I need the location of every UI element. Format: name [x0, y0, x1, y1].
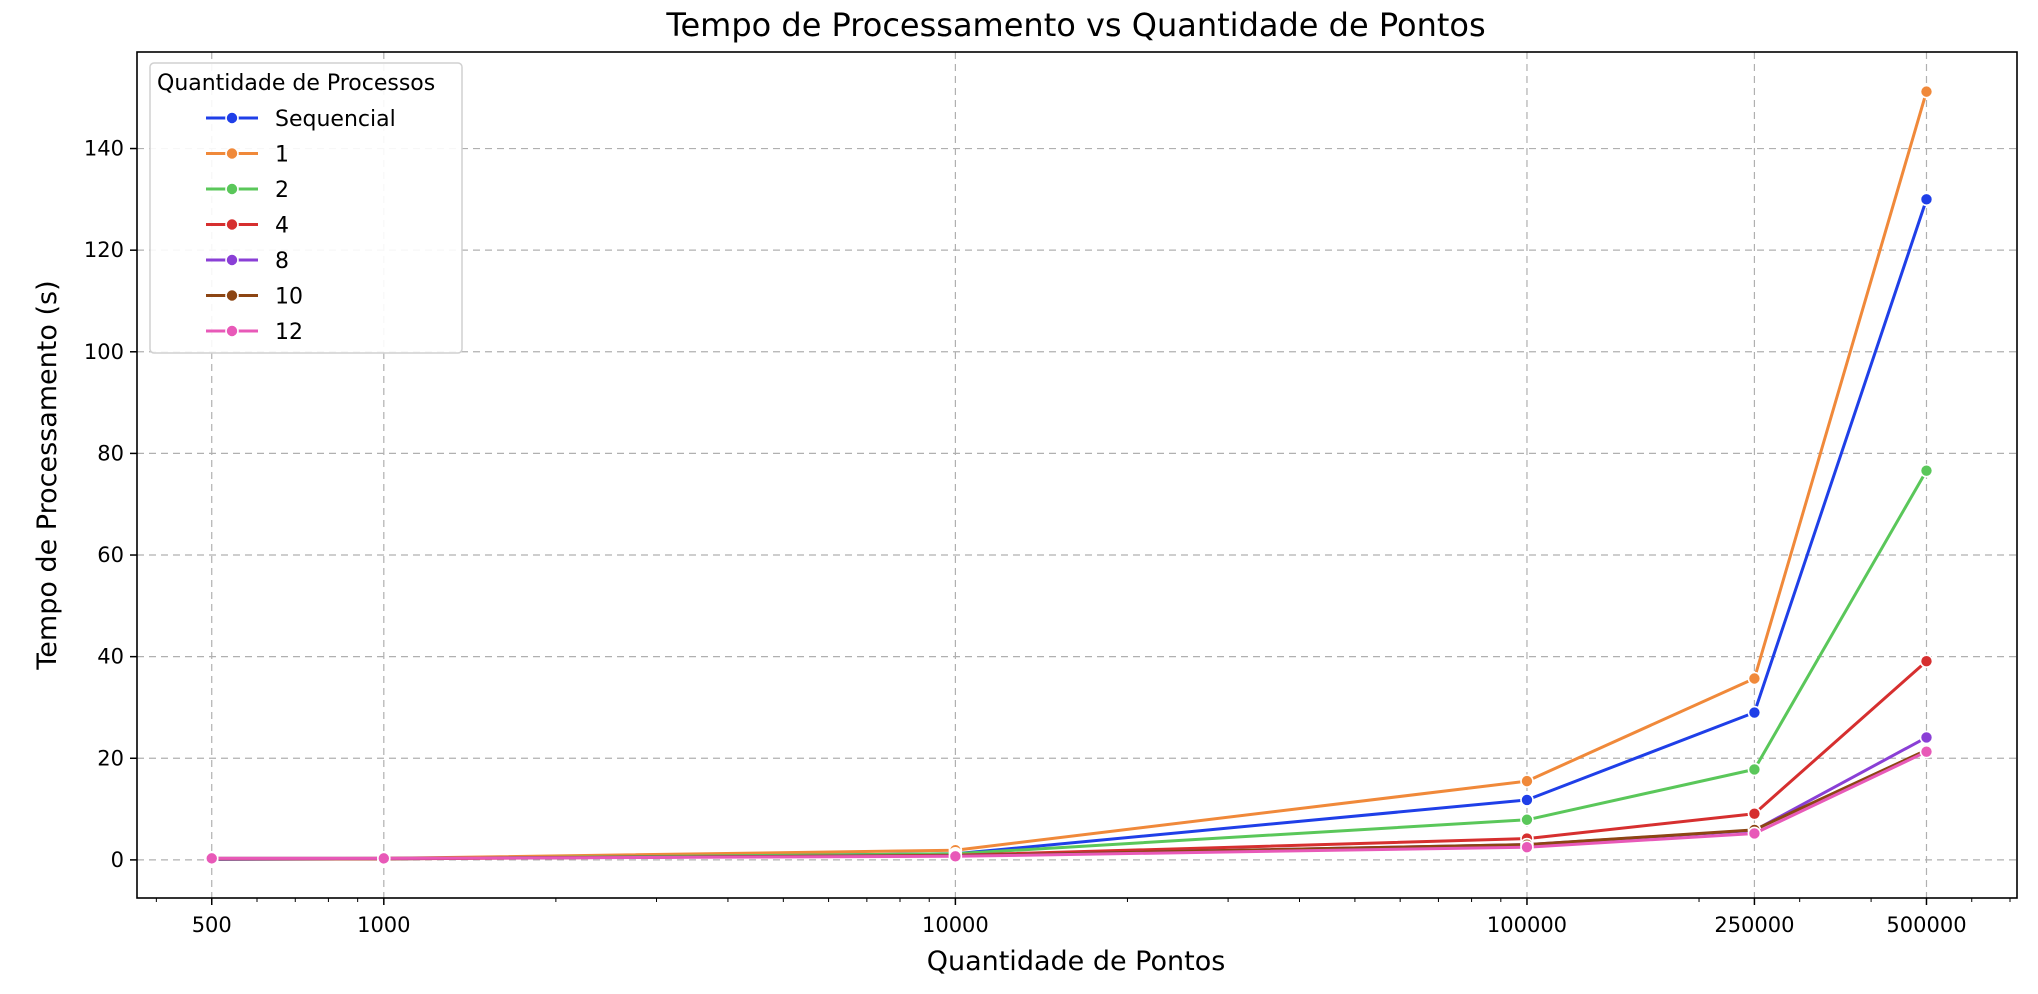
legend-item: 4: [206, 214, 289, 239]
data-point: [1747, 806, 1762, 821]
y-tick-label: 80: [97, 441, 124, 465]
data-point: [204, 851, 219, 866]
plot-frame: [136, 51, 2018, 899]
data-point: [377, 851, 391, 866]
legend-item: Sequencial: [206, 107, 396, 132]
legend-item: 8: [206, 249, 289, 274]
series-lines: [204, 84, 1934, 867]
legend-marker: [225, 182, 239, 196]
legend-label: Sequencial: [275, 107, 396, 132]
data-point: [1919, 654, 1934, 669]
y-tick-label: 20: [97, 746, 124, 770]
legend-marker: [225, 253, 239, 267]
y-tick-label: 40: [97, 645, 124, 669]
data-point: [1520, 812, 1534, 827]
legend-item: 10: [206, 285, 303, 310]
x-tick-label: 10000: [922, 913, 989, 937]
series-sequencial: [204, 192, 1934, 867]
legend-marker: [225, 146, 239, 161]
x-axis-label: Quantidade de Pontos: [927, 946, 1226, 977]
series-line: [211, 660, 1928, 861]
data-point: [1747, 671, 1762, 686]
data-point: [1919, 730, 1934, 745]
y-tick-label: 120: [84, 238, 124, 262]
chart-title: Tempo de Processamento vs Quantidade de …: [665, 6, 1485, 44]
series-4: [204, 654, 1934, 866]
data-point: [1520, 840, 1534, 854]
y-tick-label: 0: [111, 848, 124, 872]
series-12: [204, 744, 1934, 866]
legend-label: 4: [275, 214, 289, 239]
legend-marker: [225, 111, 239, 125]
legend-title: Quantidade de Processos: [157, 71, 435, 96]
y-tick-label: 60: [97, 543, 124, 567]
data-point: [1919, 463, 1934, 478]
x-tick-label: 1000: [357, 913, 410, 937]
data-point: [1747, 705, 1762, 720]
data-point: [1520, 774, 1534, 788]
legend-label: 8: [275, 249, 289, 274]
series-line: [211, 469, 1928, 861]
y-tick-label: 140: [84, 137, 124, 161]
legend-item: 12: [206, 320, 303, 345]
x-tick-label: 250000: [1714, 913, 1794, 937]
y-tick-label: 100: [84, 340, 124, 364]
x-axis-ticks: 500 1000 10000 100000 250000 500000: [155, 898, 2011, 937]
legend-item: 1: [206, 143, 289, 168]
data-point: [1747, 826, 1762, 841]
series-2: [204, 463, 1934, 866]
legend-label: 10: [275, 285, 303, 310]
x-tick-label: 500000: [1886, 913, 1966, 937]
series-line: [211, 198, 1928, 861]
x-tick-label: 100000: [1487, 913, 1567, 937]
legend-marker: [225, 324, 239, 338]
x-tick-label: 500: [192, 913, 232, 937]
data-point: [1747, 762, 1762, 777]
legend-label: 12: [275, 320, 303, 345]
data-point: [948, 849, 963, 864]
legend-item: 2: [206, 178, 289, 203]
data-point: [1919, 744, 1934, 759]
legend-label: 2: [275, 178, 289, 203]
data-point: [1919, 192, 1934, 207]
legend-label: 1: [275, 143, 289, 168]
series-line: [211, 750, 1928, 860]
y-axis-ticks: 0 20 40 60 80 100 120 140: [84, 137, 137, 872]
y-axis-label: Tempo de Processamento (s): [32, 280, 63, 670]
legend-box: [149, 62, 463, 354]
series-1: [204, 84, 1934, 866]
data-point: [1919, 84, 1934, 99]
legend: Quantidade de Processos Sequencial124810…: [149, 62, 463, 354]
series-line: [211, 736, 1928, 860]
legend-marker: [225, 288, 239, 303]
legend-marker: [225, 217, 239, 232]
data-point: [1520, 793, 1534, 807]
